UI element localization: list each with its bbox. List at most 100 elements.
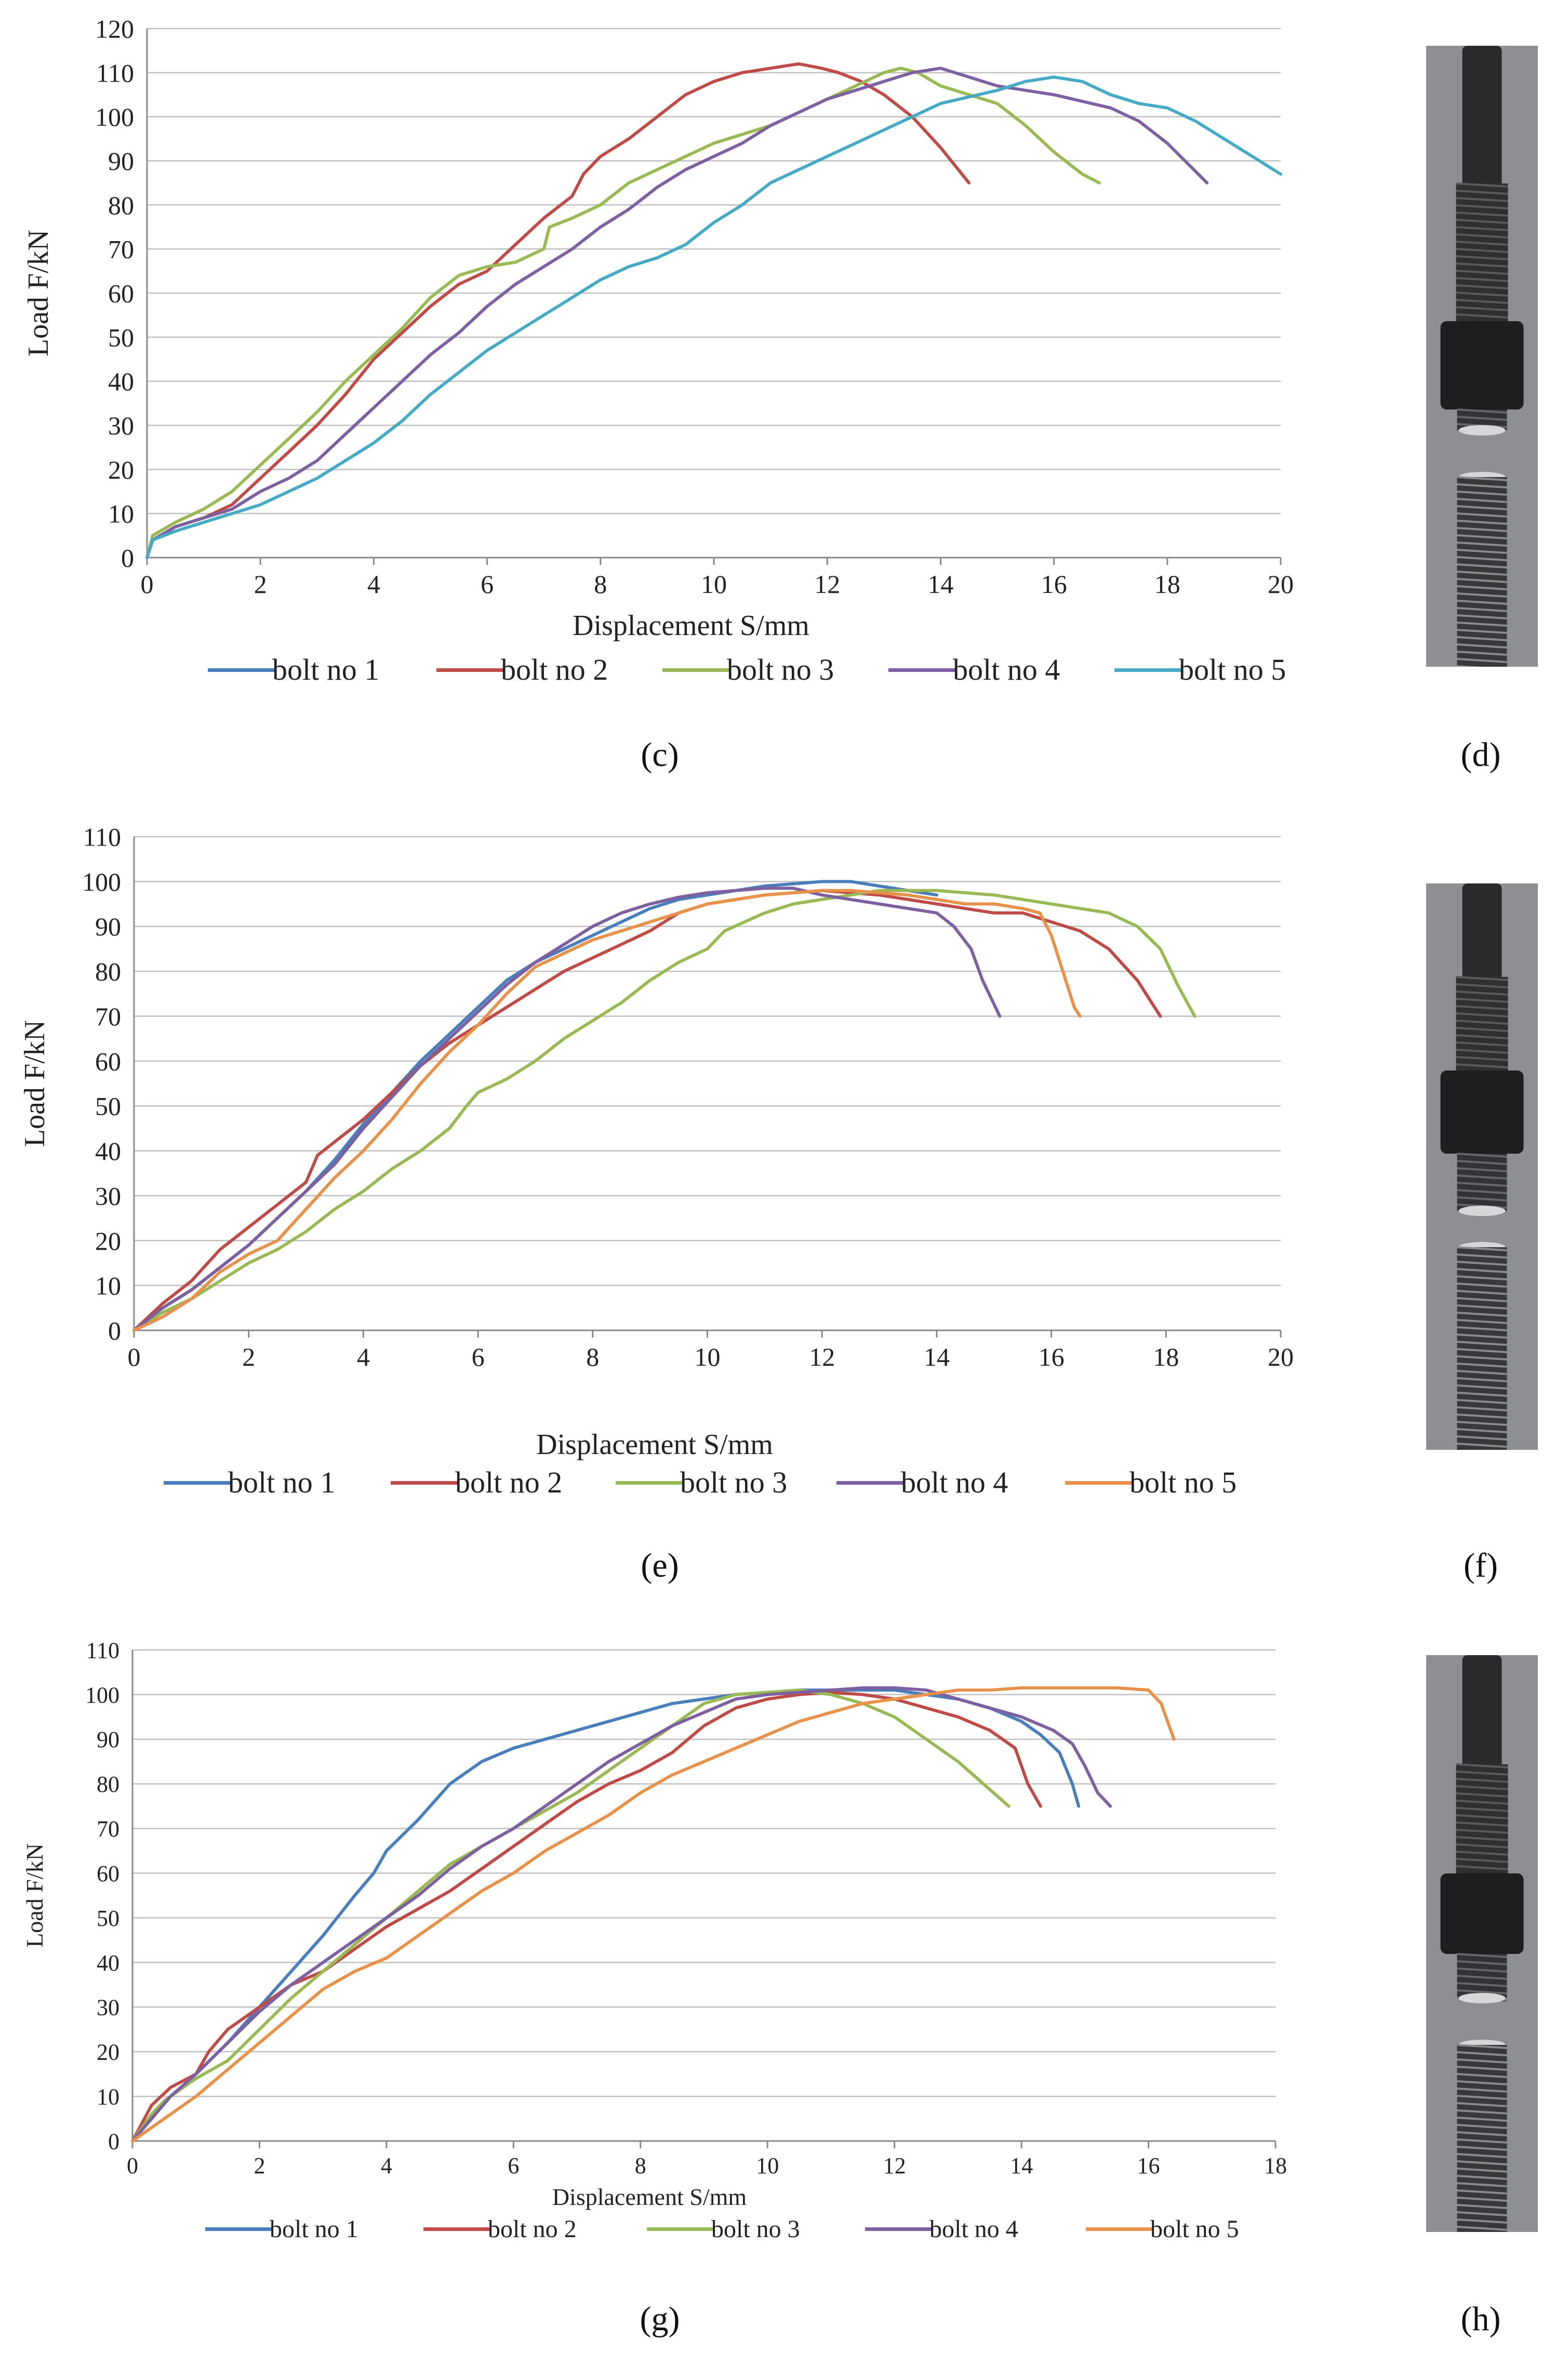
thread-ridge [1457,1275,1507,1280]
thread-ridge [1456,233,1508,239]
photo-f [1426,883,1538,1450]
thread-ridge [1456,1814,1508,1819]
series-line-bolt-5 [132,889,1082,1332]
x-tick-label: 8 [594,570,607,599]
thread-ridge [1457,1413,1507,1419]
y-tick-label: 110 [96,58,134,87]
thread-ridge [1457,1167,1507,1172]
legend-label: bolt no 5 [1150,2215,1239,2243]
x-tick-label: 4 [367,570,380,599]
thread-ridge [1457,563,1507,569]
thread-ridge [1457,1290,1507,1295]
thread-ridge [1457,614,1507,619]
x-tick-label: 10 [695,1342,721,1371]
thread-ridge [1457,2131,1507,2136]
x-tick-label: 18 [1264,2153,1287,2178]
thread-ridge [1457,2153,1507,2158]
y-tick-label: 90 [95,912,121,941]
y-tick-label: 90 [97,1727,119,1752]
y-tick-label: 10 [108,499,134,529]
thread-ridge [1457,541,1507,547]
thread-ridge [1457,1443,1507,1448]
thread-ridge [1456,313,1508,319]
thread-ridge [1456,1843,1508,1848]
thread-ridge [1456,1034,1508,1039]
nut [1440,321,1524,409]
x-tick-label: 6 [472,1342,485,1371]
thread-ridge [1456,277,1508,282]
thread-ridge [1457,1182,1507,1187]
series-line-bolt-5 [131,1686,1176,2143]
thread-ridge [1457,2080,1507,2085]
thread-ridge [1456,241,1508,246]
y-tick-label: 30 [97,1995,119,2020]
thread-ridge [1456,204,1508,209]
thread-ridge [1457,1153,1507,1158]
y-tick-label: 0 [108,2129,119,2154]
legend-label: bolt no 5 [1130,1465,1237,1499]
thread-ridge [1457,2146,1507,2151]
thread-ridge [1457,1384,1507,1390]
thread-ridge [1456,1785,1508,1790]
thread-ridge [1457,1967,1507,1973]
bolt-shank [1462,46,1502,197]
thread-ridge [1457,1399,1507,1404]
y-tick-label: 80 [108,191,134,220]
series-line-bolt-2 [131,1690,1042,2143]
thread-ridge [1456,1792,1508,1798]
thread-ridge [1457,1297,1507,1302]
series-line-bolt-1 [131,1688,1081,2143]
legend-label: bolt no 3 [711,2215,800,2243]
caption-e: (e) [641,1547,679,1584]
thread-ridge [1457,636,1507,641]
thread-ridge [1457,1363,1507,1368]
thread-ridge [1457,505,1507,510]
x-tick-label: 16 [1041,570,1067,599]
thread-ridge [1456,182,1508,188]
thread-ridge [1457,1312,1507,1317]
thread-ridge [1457,2204,1507,2209]
x-axis-label: Displacement S/mm [552,2184,747,2210]
thread-ridge [1457,408,1507,414]
thread-ridge [1456,226,1508,231]
thread-ridge [1457,1160,1507,1165]
y-tick-label: 0 [121,544,134,573]
thread-ridge [1456,1858,1508,1863]
thread-ridge [1457,2044,1507,2049]
x-tick-label: 14 [1010,2153,1033,2178]
thread-ridge [1457,2117,1507,2122]
x-tick-label: 10 [701,570,727,599]
legend-label: bolt no 1 [228,1465,335,1499]
legend-label: bolt no 2 [455,1465,562,1499]
thread-ridge [1457,629,1507,634]
thread-ridge [1457,2109,1507,2115]
thread-ridge [1457,658,1507,663]
thread-ridge [1457,1982,1507,1987]
x-tick-label: 6 [481,570,494,599]
bolt-fracture-photo [1426,1655,1538,2232]
thread-ridge [1457,2095,1507,2100]
thread-ridge [1457,600,1507,605]
thread-ridge [1457,498,1507,503]
bolt-fracture-photo [1426,46,1538,667]
y-tick-label: 30 [95,1181,121,1210]
thread-ridge [1457,2124,1507,2129]
thread-ridge [1457,1960,1507,1965]
series-line-bolt-3 [132,889,1197,1332]
y-axis-label: Load F/kN [19,1020,51,1147]
fracture-surface [1458,425,1506,435]
thread-ridge [1457,2226,1507,2231]
thread-ridge [1457,622,1507,627]
x-tick-label: 12 [809,1342,835,1371]
caption-c: (c) [641,736,679,774]
y-tick-label: 40 [108,367,134,396]
y-tick-label: 120 [95,15,134,44]
series-line-bolt-3 [145,67,1101,559]
y-tick-label: 60 [108,279,134,308]
thread-ridge [1457,556,1507,561]
legend-label: bolt no 1 [272,653,379,686]
y-tick-label: 100 [95,102,134,131]
thread-ridge [1456,197,1508,202]
thread-ridge [1457,1341,1507,1346]
thread-ridge [1456,990,1508,996]
